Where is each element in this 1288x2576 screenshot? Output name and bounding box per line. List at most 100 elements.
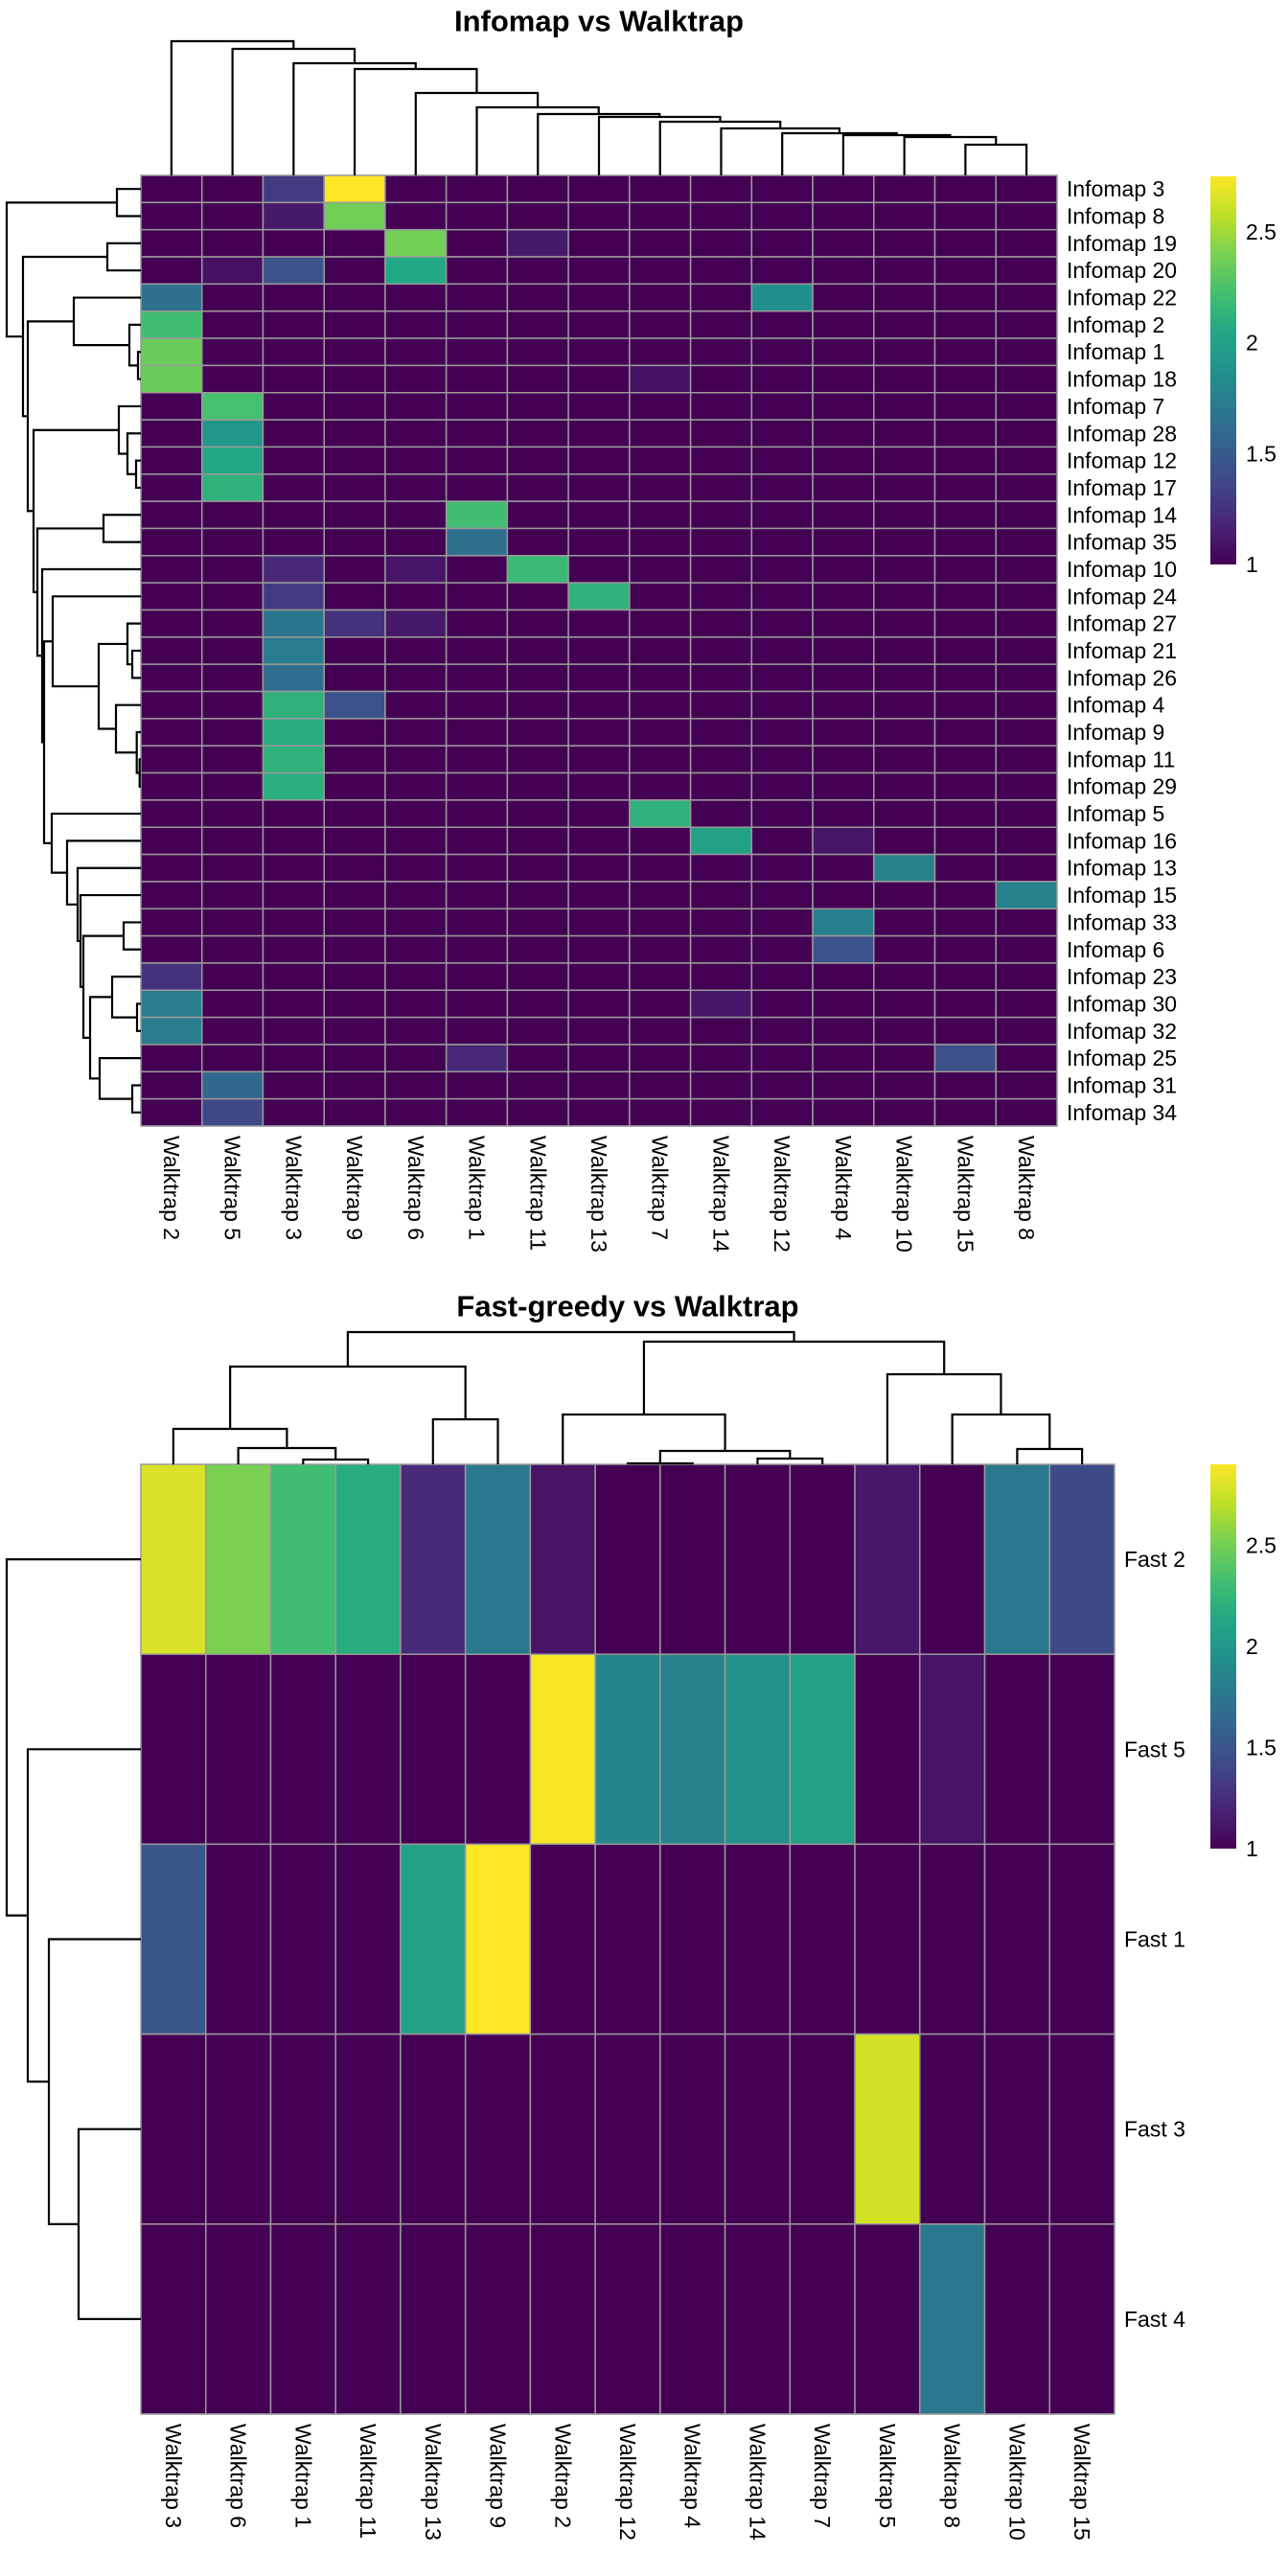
heatmap-cell [567, 799, 631, 828]
heatmap-cell [334, 1463, 402, 1655]
heatmap-cell [506, 364, 569, 394]
heatmap-cell [506, 826, 569, 856]
heatmap-cell [789, 2223, 856, 2415]
heatmap-cell [323, 1016, 386, 1046]
heatmap-cell [983, 1463, 1051, 1655]
heatmap-cell [812, 989, 875, 1019]
row-dendrogram-branch [47, 1938, 141, 2225]
heatmap-cell [140, 582, 203, 611]
heatmap-cell [933, 527, 998, 557]
heatmap-cell [445, 908, 509, 937]
heatmap-cell [812, 555, 875, 584]
heatmap-cell [400, 2033, 467, 2225]
heatmap-cell [995, 391, 1058, 421]
heatmap-cell [567, 771, 631, 801]
heatmap-cell [200, 364, 264, 394]
heatmap-cell [323, 853, 386, 883]
heatmap-cell [812, 228, 875, 258]
heatmap-cell [323, 446, 386, 475]
heatmap-cell [933, 934, 998, 964]
heatmap-cell [140, 419, 203, 448]
heatmap-cell [750, 283, 814, 312]
heatmap-cell [384, 555, 448, 584]
heatmap-cell [995, 473, 1058, 502]
row-dendrogram-branch [79, 893, 141, 988]
heatmap-cell [262, 555, 325, 584]
heatmap-cell [689, 1044, 753, 1073]
heatmap-cell [629, 391, 692, 421]
heatmap-cell [812, 690, 875, 720]
heatmap-cell [873, 826, 936, 856]
heatmap-cell [873, 1044, 936, 1073]
heatmap-cell [384, 256, 448, 286]
heatmap-cell [812, 908, 875, 937]
heatmap-cell [689, 718, 753, 747]
column-dendrogram-branch [903, 135, 998, 175]
row-label: Infomap 31 [1067, 1072, 1177, 1097]
heatmap-cell [873, 690, 936, 720]
column-dendrogram-branch [346, 1330, 795, 1367]
heatmap-cell [933, 174, 998, 204]
heatmap-cell [400, 2223, 467, 2415]
heatmap-cell [200, 690, 264, 720]
heatmap-cell [873, 799, 936, 828]
heatmap-cell [140, 174, 203, 204]
heatmap-cell [384, 310, 448, 339]
heatmap-cell [873, 228, 936, 258]
heatmap-cell [140, 609, 203, 638]
heatmap-cell [933, 1016, 998, 1046]
chart-title: Infomap vs Walktrap [454, 5, 744, 38]
row-dendrogram-branch [5, 1558, 141, 1917]
heatmap-cell [919, 1653, 986, 1846]
row-dendrogram-branch [126, 622, 141, 666]
heatmap-cell [629, 718, 692, 747]
heatmap-cell [384, 609, 448, 638]
row-label: Infomap 19 [1067, 231, 1177, 256]
heatmap-cell [567, 256, 631, 286]
heatmap-cell [445, 337, 509, 367]
heatmap-cell [506, 1044, 569, 1073]
heatmap-cell [445, 283, 509, 312]
heatmap-cell [750, 881, 814, 910]
row-dendrogram-branch [81, 934, 124, 1039]
heatmap-cell [464, 2223, 532, 2415]
heatmap-cell [140, 283, 203, 312]
heatmap-cell [464, 1843, 532, 2036]
heatmap-cell [812, 934, 875, 964]
heatmap-cell [933, 663, 998, 693]
heatmap-cell [506, 663, 569, 693]
heatmap-cell [334, 1653, 402, 1846]
heatmap-cell [750, 1070, 814, 1100]
row-dendrogram-branch [127, 323, 141, 367]
heatmap-cell [140, 745, 203, 774]
heatmap-cell [445, 745, 509, 774]
heatmap-cell [689, 908, 753, 937]
heatmap-cell [506, 419, 569, 448]
heatmap-cell [323, 934, 386, 964]
row-dendrogram-branch [88, 996, 112, 1080]
heatmap-cell [200, 446, 264, 475]
column-label: Walktrap 1 [465, 1136, 490, 1240]
row-dendrogram-branch [105, 242, 141, 272]
heatmap-cell [506, 201, 569, 231]
row-dendrogram-branch [26, 1748, 141, 2083]
heatmap-cell [384, 337, 448, 367]
heatmap-cell [629, 310, 692, 339]
heatmap-cell [323, 337, 386, 367]
heatmap-cell [933, 446, 998, 475]
heatmap-cell [873, 1097, 936, 1127]
heatmap-cell [812, 582, 875, 611]
heatmap-cell [323, 228, 386, 258]
heatmap-cell [854, 1653, 921, 1846]
heatmap-cell [445, 881, 509, 910]
heatmap-cell [384, 391, 448, 421]
heatmap-cell [629, 1016, 692, 1046]
heatmap-cell [140, 690, 203, 720]
row-label: Infomap 29 [1067, 774, 1177, 799]
heatmap-cell [983, 2033, 1051, 2225]
heatmap-cell [567, 391, 631, 421]
heatmap-cell [789, 2033, 856, 2225]
heatmap-cell [262, 826, 325, 856]
heatmap-cell [262, 391, 325, 421]
heatmap-cell [567, 1044, 631, 1073]
